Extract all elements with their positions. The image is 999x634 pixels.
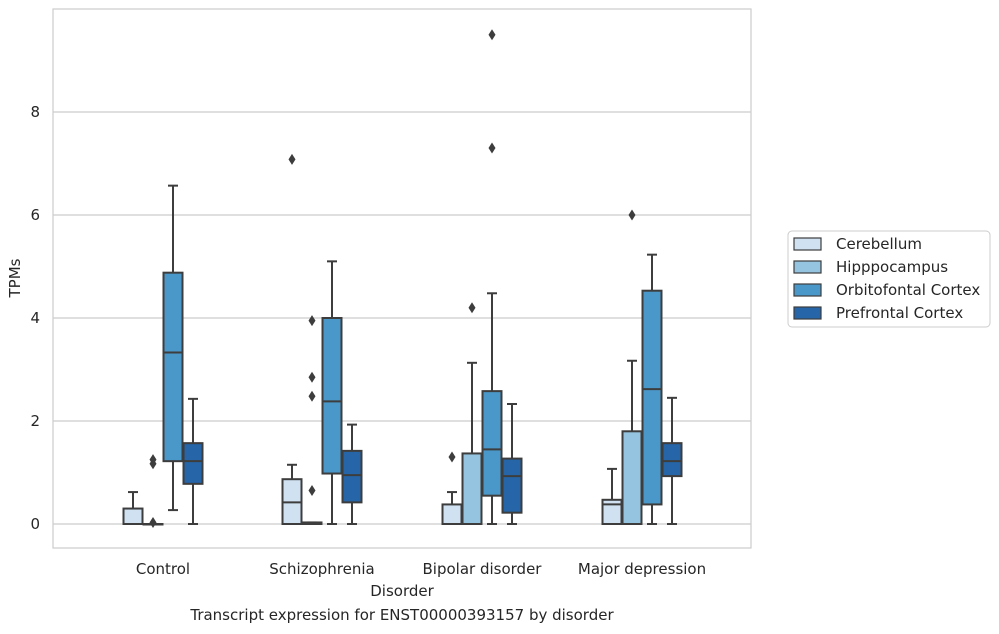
outlier-point [308,315,316,327]
legend-label: Cerebellum [836,235,922,253]
outlier-point [468,302,476,314]
outlier-point [308,371,316,383]
box-body [122,507,144,525]
box-0-1 [281,153,303,526]
box-1-1 [301,315,323,526]
box-body [621,430,643,525]
box-body [461,452,483,526]
y-tick-label: 8 [30,103,40,121]
box-body [641,289,663,506]
y-axis-label: TPMs [6,258,24,298]
x-tick-label: Bipolar disorder [423,560,543,578]
box-body [501,457,523,514]
y-tick-label: 2 [30,412,40,430]
box-0-3 [601,467,623,526]
box-body [481,390,503,497]
box-body [601,498,623,526]
plot-frame [52,8,752,549]
box-body [321,317,343,475]
box-body [182,442,204,485]
outlier-point [448,451,456,463]
box-2-2 [481,29,503,525]
box-plot-chart: 0 2 4 6 8 Control Schizophrenia Bipolar disord… [6,8,991,600]
x-tick-label: Major depression [578,560,706,578]
legend-swatch [793,237,822,251]
box-1-3 [621,209,643,525]
box-2-1 [321,260,343,525]
box-body [441,503,463,525]
legend-label: Hipppocampus [836,258,948,276]
x-tick-label: Control [136,560,190,578]
box-0-2 [441,451,463,525]
y-tick-label: 6 [30,206,40,224]
box-0-0 [122,491,144,525]
box-1-2 [461,302,483,526]
x-tick-label: Schizophrenia [269,560,374,578]
outlier-point [628,209,636,221]
outlier-point [488,142,496,154]
box-body [341,449,363,504]
box-3-3 [661,396,683,525]
x-tick-labels: Control Schizophrenia Bipolar disorder Majo… [136,560,706,578]
legend-frame [787,230,991,328]
outlier-point [288,153,296,165]
legend: Cerebellum Hipppocampus Orbitofontal Corte… [787,230,991,328]
box-body [162,271,184,463]
legend-swatch [793,283,822,297]
y-tick-label: 4 [30,309,40,327]
box-1-0 [142,454,164,528]
legend-label: Prefrontal Cortex [836,304,963,322]
figure-caption: Transcript expression for ENST0000039315… [190,606,614,624]
outlier-point [149,516,157,528]
outlier-point [488,29,496,41]
boxes-layer [122,29,683,528]
legend-swatch [793,306,822,320]
y-tick-labels: 0 2 4 6 8 [30,103,40,533]
y-tick-label: 0 [30,515,40,533]
outlier-point [149,454,157,466]
box-2-0 [162,184,184,512]
box-3-0 [182,397,204,525]
box-3-1 [341,423,363,525]
legend-swatch [793,260,822,274]
box-3-2 [501,403,523,525]
x-axis-label: Disorder [370,582,434,600]
outlier-point [308,485,316,497]
box-body [661,442,683,478]
box-2-3 [641,253,663,525]
legend-label: Orbitofontal Cortex [836,281,980,299]
outlier-point [308,390,316,402]
